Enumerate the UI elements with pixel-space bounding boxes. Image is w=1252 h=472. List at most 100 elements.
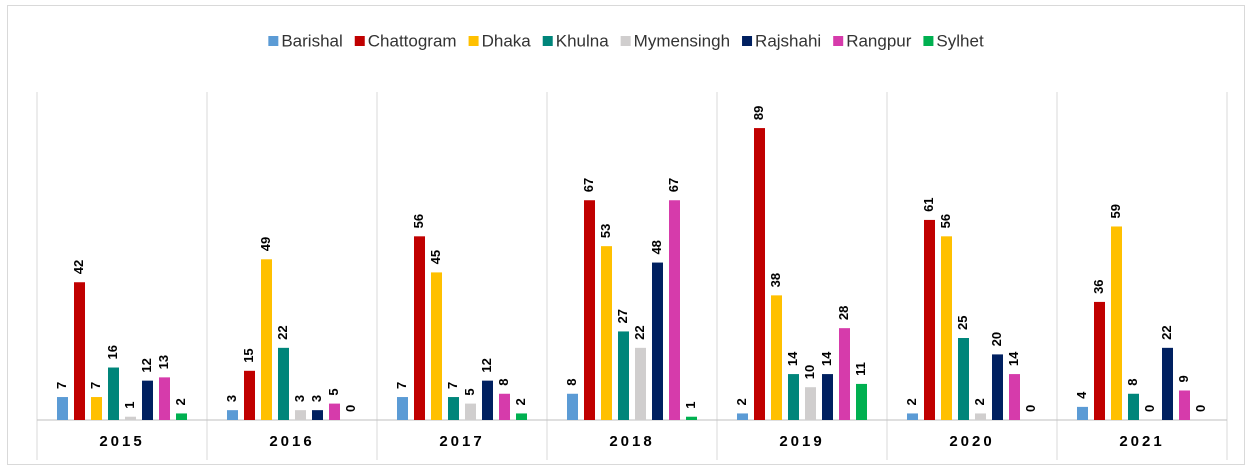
legend-label: Dhaka [482,31,532,50]
data-label: 10 [802,365,817,379]
bar [516,413,527,420]
bar [57,397,68,420]
bar [1162,347,1173,420]
data-label: 12 [479,358,494,372]
data-label: 14 [1006,351,1021,366]
data-label: 8 [496,379,511,386]
data-label: 61 [921,197,936,211]
data-label: 15 [241,348,256,362]
bar [584,200,595,420]
data-label: 20 [989,332,1004,346]
data-label: 9 [1176,375,1191,382]
data-label: 45 [428,250,443,264]
bar [1179,390,1190,420]
bar [686,416,697,420]
bar [907,413,918,420]
data-label: 2 [173,398,188,405]
bar [941,236,952,420]
bar [244,370,255,420]
data-label: 67 [581,178,596,192]
x-tick-label: 2021 [1119,433,1164,450]
data-label: 14 [819,351,834,366]
data-label: 48 [649,240,664,254]
legend-label: Barishal [281,31,342,50]
data-label: 7 [445,382,460,389]
data-label: 12 [139,358,154,372]
bar [805,387,816,420]
legend-swatch [742,36,753,46]
legend-swatch [833,36,844,46]
bar [499,393,510,420]
data-label: 53 [598,224,613,238]
data-label: 2 [972,398,987,405]
data-label: 0 [1142,405,1157,412]
data-label: 0 [343,405,358,412]
data-label: 2 [734,398,749,405]
data-label: 22 [632,325,647,339]
data-label: 2 [904,398,919,405]
bar [652,262,663,420]
bar [788,374,799,420]
data-label: 36 [1091,279,1106,293]
bar [312,410,323,420]
bar [737,413,748,420]
x-tick-label: 2020 [949,433,994,450]
data-label: 3 [292,395,307,402]
bar [142,380,153,420]
data-label: 38 [768,273,783,287]
bar [108,367,119,420]
bar [278,347,289,420]
bar [448,397,459,420]
bar [1094,301,1105,420]
bar [227,410,238,420]
data-label: 7 [88,382,103,389]
data-label: 89 [751,106,766,120]
legend-label: Sylhet [936,31,984,50]
bar [839,328,850,420]
data-label: 4 [1074,391,1089,399]
bar [975,413,986,420]
legend-swatch [923,36,934,46]
legend: Barishal Chattogram Dhaka Khulna Mymensingh R… [268,31,984,50]
data-label: 16 [105,345,120,359]
legend-swatch [542,36,553,46]
data-label: 27 [615,309,630,323]
data-label: 14 [785,351,800,366]
legend-swatch [468,36,479,46]
data-label: 67 [666,178,681,192]
bar [261,259,272,420]
x-tick-label: 2019 [779,433,824,450]
bar [771,295,782,420]
data-label: 11 [853,362,868,376]
bar [924,219,935,420]
data-label: 22 [275,325,290,339]
x-tick-label: 2017 [439,433,484,450]
data-label: 2 [513,398,528,405]
bar [856,383,867,420]
legend-label: Khulna [556,31,609,50]
data-label: 0 [1193,405,1208,412]
bar [1111,226,1122,420]
bar [74,282,85,420]
data-label: 28 [836,306,851,320]
data-label: 56 [411,214,426,228]
data-label: 13 [156,355,171,369]
bar [1009,374,1020,420]
bar [601,246,612,420]
legend-swatch [268,36,279,46]
legend-swatch [620,36,631,46]
bar [822,374,833,420]
data-label: 8 [564,379,579,386]
x-tick-label: 2015 [99,433,144,450]
bar [992,354,1003,420]
bar [159,377,170,420]
bar [1077,406,1088,420]
data-label: 7 [54,382,69,389]
bar [1128,393,1139,420]
legend-label: Rangpur [846,31,912,50]
bar [567,393,578,420]
legend-label: Chattogram [368,31,457,50]
data-label: 22 [1159,325,1174,339]
bar [125,416,136,420]
